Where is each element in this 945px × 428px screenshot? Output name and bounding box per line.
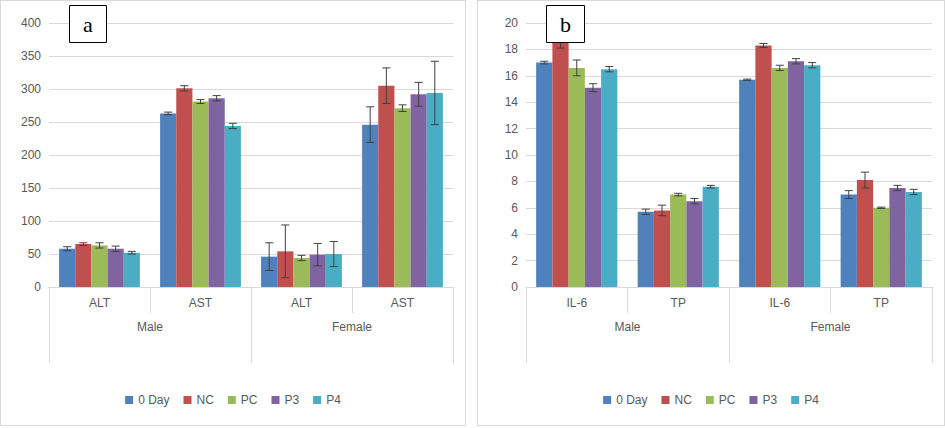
svg-text:TP: TP [671,296,686,310]
svg-text:4: 4 [511,227,518,241]
svg-text:16: 16 [505,69,519,83]
svg-text:P3: P3 [762,393,777,407]
svg-text:PC: PC [241,393,258,407]
svg-text:50: 50 [28,247,42,261]
svg-text:0 Day: 0 Day [138,393,169,407]
svg-text:10: 10 [505,148,519,162]
svg-text:IL-6: IL-6 [769,296,790,310]
svg-text:20: 20 [505,16,519,30]
svg-text:200: 200 [21,148,41,162]
svg-text:0: 0 [34,280,41,294]
svg-text:IL-6: IL-6 [566,296,587,310]
svg-text:18: 18 [505,42,519,56]
svg-text:150: 150 [21,181,41,195]
svg-text:14: 14 [505,95,519,109]
svg-text:350: 350 [21,49,41,63]
svg-text:8: 8 [511,174,518,188]
svg-text:0: 0 [511,280,518,294]
svg-text:Male: Male [614,320,640,334]
svg-text:b: b [560,12,571,37]
svg-text:400: 400 [21,16,41,30]
svg-text:P4: P4 [804,393,819,407]
svg-text:Female: Female [332,320,372,334]
svg-text:AST: AST [189,296,213,310]
svg-text:100: 100 [21,214,41,228]
svg-text:12: 12 [505,122,519,136]
svg-text:P3: P3 [284,393,299,407]
svg-text:P4: P4 [326,393,341,407]
svg-text:ALT: ALT [89,296,111,310]
svg-text:Male: Male [137,320,163,334]
svg-text:0 Day: 0 Day [616,393,647,407]
svg-text:AST: AST [391,296,415,310]
svg-text:2: 2 [511,254,518,268]
svg-text:PC: PC [719,393,736,407]
svg-text:TP: TP [874,296,889,310]
svg-text:NC: NC [674,393,692,407]
svg-text:ALT: ALT [291,296,313,310]
svg-text:a: a [83,12,93,37]
svg-text:NC: NC [196,393,214,407]
svg-text:6: 6 [511,201,518,215]
svg-text:250: 250 [21,115,41,129]
svg-text:Female: Female [810,320,850,334]
svg-text:300: 300 [21,82,41,96]
